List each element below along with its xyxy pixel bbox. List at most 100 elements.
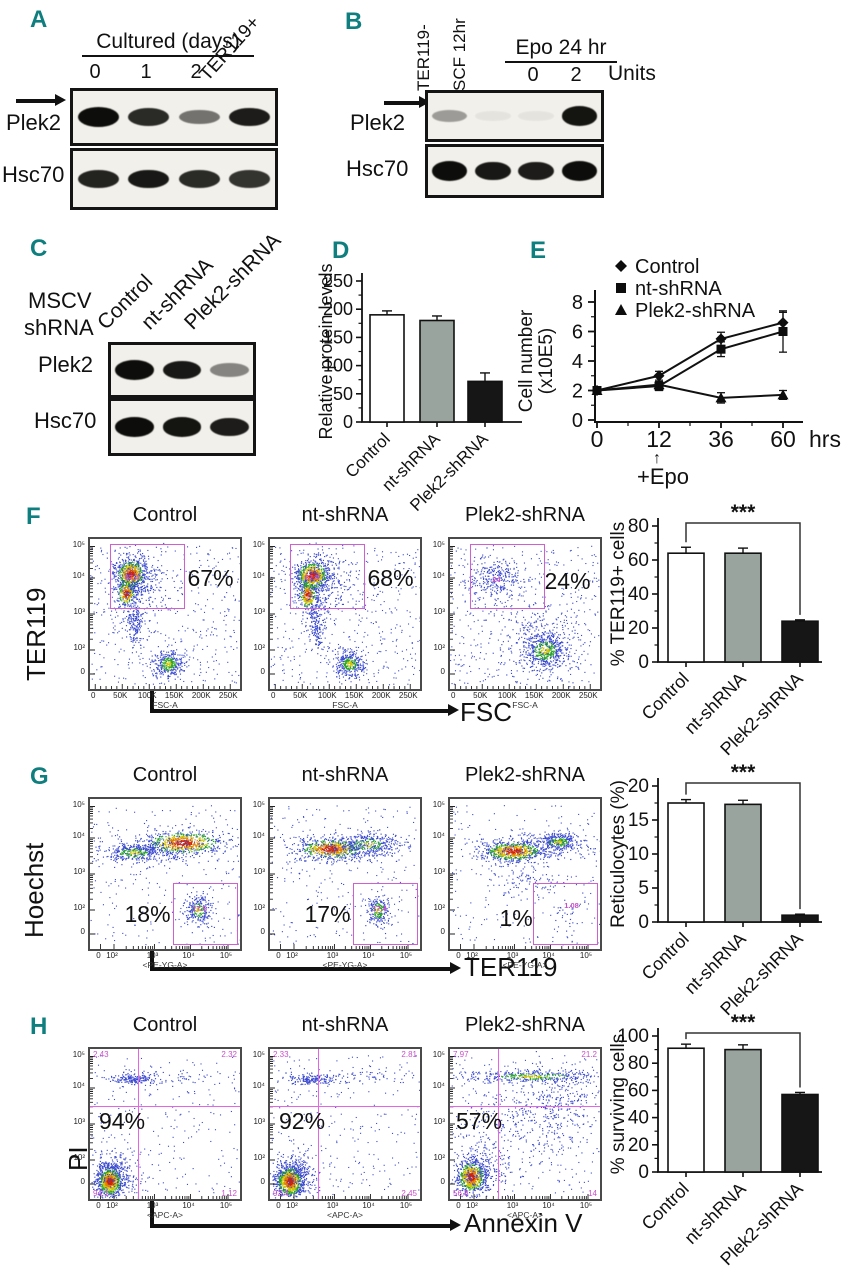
blot-band xyxy=(209,417,249,437)
y-tick-label: 10³ xyxy=(73,1117,85,1126)
band-arrow-icon xyxy=(384,101,420,105)
x-tick-label: 10² xyxy=(106,1201,118,1210)
y-tick-label: 10² xyxy=(433,1153,445,1162)
gate-value: 67.5 xyxy=(304,573,320,582)
y-tick-label: 0 xyxy=(80,927,85,936)
x-tick-label: 10² xyxy=(466,1201,478,1210)
y-tick-label: 10³ xyxy=(73,867,85,876)
y-axis-label: Reticulocytes (%) xyxy=(608,780,629,928)
x-tick-label: 0 xyxy=(456,1201,461,1210)
y-tick-label: 10⁵ xyxy=(432,539,445,549)
blot-band xyxy=(431,161,468,181)
panel-c-label: C xyxy=(30,235,48,262)
y-tick-label: 250 xyxy=(323,271,353,291)
y-tick-label: 0 xyxy=(440,667,445,676)
y-tick-label: 10⁴ xyxy=(432,831,445,840)
corner-value: 2.33 xyxy=(273,1050,289,1059)
x-tick-label: 10⁴ xyxy=(362,1201,375,1210)
x-tick-label: 100K xyxy=(497,691,517,700)
x-tick-label: 100K xyxy=(317,691,337,700)
x-axis-sublabel: <APC-A> xyxy=(327,1210,363,1220)
bar xyxy=(419,319,455,423)
y-tick-label: 10⁴ xyxy=(72,831,85,840)
percent-label: 67% xyxy=(187,565,234,591)
blot-band xyxy=(162,417,202,437)
western-blot-c-hsc70 xyxy=(108,398,256,456)
percent-label: 17% xyxy=(304,900,351,927)
blot-band xyxy=(561,106,598,126)
y-tick-label: 10² xyxy=(73,643,85,652)
y-tick-label: 0 xyxy=(638,1162,649,1183)
band-arrow-head-icon xyxy=(419,96,430,108)
flow-plot: 17.5 18% xyxy=(88,797,242,951)
y-tick-label: 0 xyxy=(80,667,85,676)
blot-row-label: Plek2 xyxy=(350,110,406,135)
x-axis-sublabel: FSC-A xyxy=(152,700,178,710)
flow-scatter-canvas xyxy=(450,799,600,949)
blot-band xyxy=(115,417,155,437)
y-tick-label: 2 xyxy=(572,381,583,403)
bar-chart-H: % surviving cells 020406080100Controlnt-s… xyxy=(608,1011,822,1269)
flow-scatter-canvas xyxy=(270,539,420,689)
y-tick-label: 40 xyxy=(628,584,649,605)
blot-band xyxy=(229,170,271,188)
flow-plot: 67.5 68% xyxy=(268,537,422,691)
blot-band xyxy=(209,363,249,377)
flow-plot: 2.33 2.81 92.4 2.45 92% xyxy=(268,1047,422,1201)
x-tick-label: 10⁴ xyxy=(542,951,555,960)
y-axis-label: Relative protein levels xyxy=(316,263,336,439)
y-tick-label: 4 xyxy=(572,351,583,373)
x-category-label: Control xyxy=(638,1179,693,1234)
x-category-label: Control xyxy=(638,929,693,984)
corner-value: 21.2 xyxy=(581,1050,597,1059)
panel-b-label: B xyxy=(345,8,363,35)
bar xyxy=(781,1093,819,1173)
y-tick-label: 100 xyxy=(323,356,353,376)
percent-label: 94% xyxy=(99,1108,146,1134)
blot-band xyxy=(115,360,155,380)
bar-chart-G: Reticulocytes (%) 05101520Controlnt-shRNA… xyxy=(608,761,822,1019)
gate-rect xyxy=(532,883,598,945)
x-tick-label: 10² xyxy=(286,951,298,960)
y-tick-label: 15 xyxy=(628,810,649,831)
western-blot-b-hsc70 xyxy=(425,144,604,198)
y-tick-label: 10⁴ xyxy=(252,571,265,580)
g-x-axis-arrow-icon xyxy=(150,967,452,971)
blot-band xyxy=(229,107,271,127)
series-marker xyxy=(716,344,726,354)
corner-value: 2.45 xyxy=(401,1189,417,1198)
y-tick-label: 40 xyxy=(628,1108,649,1129)
x-tick-label: 0 xyxy=(276,951,281,960)
x-axis-sublabel: FSC-A xyxy=(332,700,358,710)
flow-scatter-canvas xyxy=(90,1049,240,1199)
x-tick-label: 0 xyxy=(271,691,276,700)
lane-label: 0 xyxy=(527,64,539,86)
vector-label-line1: MSCV xyxy=(28,288,92,313)
corner-value: 94.1 xyxy=(93,1189,109,1198)
g-x-axis-label: TER119 xyxy=(464,952,558,982)
significance-bracket xyxy=(685,522,801,615)
band-arrow-icon xyxy=(16,99,56,103)
flow-plot-title: Plek2-shRNA xyxy=(464,504,586,526)
y-axis-label: Cell number(x10E5) xyxy=(516,309,557,412)
quadrant-line-v xyxy=(498,1049,500,1199)
series-marker xyxy=(653,379,665,390)
gate-rect xyxy=(352,883,418,945)
x-axis-sublabel: <PE-YG-A> xyxy=(142,960,188,970)
bar xyxy=(724,552,762,663)
percent-label: 57% xyxy=(456,1108,503,1134)
panel-e-label: E xyxy=(530,237,547,264)
y-tick-label: 5 xyxy=(638,878,649,899)
flow-plot-title: Control xyxy=(132,764,198,786)
flow-plot: 24 24% xyxy=(448,537,602,691)
series-marker xyxy=(715,392,727,403)
y-tick-label: 0 xyxy=(343,412,353,432)
gate-rect xyxy=(109,543,185,609)
corner-value: 2.81 xyxy=(401,1050,417,1059)
western-blot-c-plek2 xyxy=(108,342,256,398)
flow-plot-title: Control xyxy=(132,1014,198,1036)
x-tick-label: 0 xyxy=(91,691,96,700)
y-tick-label: 0 xyxy=(440,1177,445,1186)
y-tick-label: 10³ xyxy=(433,1117,445,1126)
blot-band xyxy=(128,107,170,126)
